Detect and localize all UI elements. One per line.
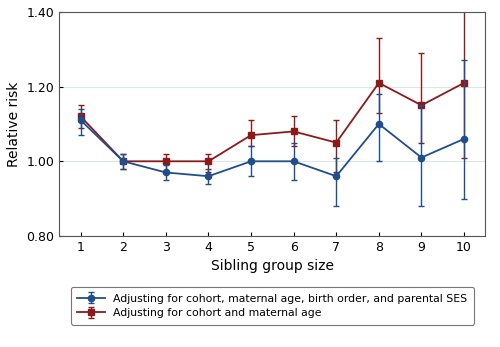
Y-axis label: Relative risk: Relative risk <box>7 81 21 167</box>
X-axis label: Sibling group size: Sibling group size <box>211 259 334 273</box>
Legend: Adjusting for cohort, maternal age, birth order, and parental SES, Adjusting for: Adjusting for cohort, maternal age, birt… <box>71 287 474 325</box>
